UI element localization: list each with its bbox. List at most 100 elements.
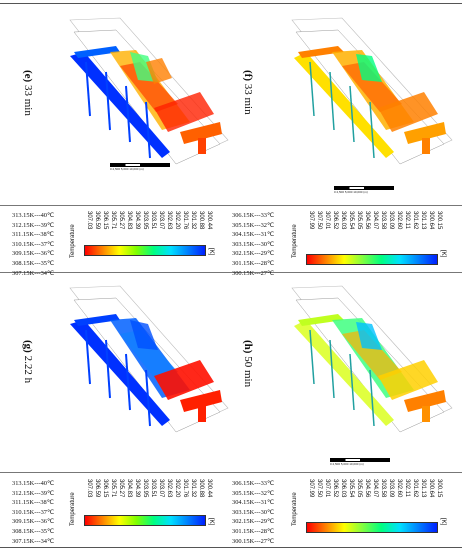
conversion-item: 311.15K---38℃ <box>12 231 54 239</box>
bottom-rule <box>0 547 462 548</box>
conversion-item: 302.15K---29℃ <box>232 250 275 258</box>
legend-tick: 301.13 <box>420 479 426 498</box>
legend-tick: 302.63 <box>166 479 172 498</box>
conversion-item: 304.15K---31℃ <box>232 231 275 239</box>
simulation-image-e <box>69 17 229 165</box>
legend-tick: 303.51 <box>150 479 156 498</box>
legend-tick: 300.88 <box>198 479 204 498</box>
legend-tick: 306.03 <box>340 211 346 230</box>
legend-tick: 307.99 <box>308 211 314 230</box>
row-divider-2 <box>0 272 462 273</box>
legend-colorbar <box>84 515 206 526</box>
legend-tick: 302.20 <box>174 211 180 230</box>
conversion-list-c: 313.15K---40℃ 312.15K---39℃ 311.15K---38… <box>12 479 54 546</box>
legend-tick: 307.99 <box>308 479 314 498</box>
legend-tick: 303.95 <box>142 479 148 498</box>
legend-tick: 304.39 <box>134 211 140 230</box>
conversion-item: 311.15K---38℃ <box>12 499 54 507</box>
legend-tick: 300.88 <box>198 211 204 230</box>
legend-tick: 304.07 <box>372 211 378 230</box>
conversion-list-d: 306.15K---33℃ 305.15K---32℃ 304.15K---31… <box>232 479 274 546</box>
legend-tick: 301.62 <box>412 211 418 230</box>
row-divider-3 <box>0 472 462 473</box>
legend-tick: 306.52 <box>332 211 338 230</box>
legend-colorbar <box>84 245 206 256</box>
conversion-item: 310.15K---37℃ <box>12 240 55 248</box>
panel-label-e: (e) 33 min <box>22 70 34 116</box>
legend-tick: 305.71 <box>110 211 116 230</box>
color-legend-h: Temperature 307.99 307.50 307.01 306.52 … <box>292 478 452 540</box>
legend-tick: 304.39 <box>134 479 140 498</box>
color-legend-g: Temperature 307.03 306.59 306.15 305.71 … <box>70 478 215 540</box>
scale-bar-f: 0 2,500 5,000 10,000 (m) <box>334 186 394 194</box>
legend-tick: 304.56 <box>364 211 370 230</box>
legend-tick: 303.58 <box>380 211 386 230</box>
legend-title: Temperature <box>70 492 76 526</box>
legend-colorbar <box>306 522 438 533</box>
legend-tick: 303.07 <box>158 479 164 498</box>
legend-unit: [K] <box>440 518 446 526</box>
row-divider-1 <box>0 205 462 206</box>
legend-tick: 300.44 <box>206 479 212 498</box>
legend-title: Temperature <box>292 492 298 526</box>
legend-tick: 301.76 <box>182 211 188 230</box>
conversion-item: 312.15K---39℃ <box>12 221 55 229</box>
legend-tick: 305.05 <box>356 479 362 498</box>
conversion-item: 303.15K---30℃ <box>232 240 275 248</box>
scale-bar-e: 0 2,500 5,000 10,000 (m) <box>110 163 170 171</box>
simulation-image-f <box>291 17 453 165</box>
legend-tick: 303.09 <box>388 479 394 498</box>
conversion-item: 301.15K---28℃ <box>232 527 275 535</box>
legend-tick: 301.13 <box>420 211 426 230</box>
legend-tick: 306.59 <box>94 211 100 230</box>
legend-tick: 304.83 <box>126 211 132 230</box>
legend-tick: 301.62 <box>412 479 418 498</box>
conversion-item: 309.15K---36℃ <box>12 250 55 258</box>
conversion-list-a: 313.15K---40℃ 312.15K---39℃ 311.15K---38… <box>12 211 54 278</box>
legend-tick: 303.95 <box>142 211 148 230</box>
legend-tick: 302.11 <box>404 479 410 497</box>
legend-tick: 302.60 <box>396 211 402 230</box>
conversion-item: 305.15K---32℃ <box>232 221 275 229</box>
legend-unit: [K] <box>208 248 214 256</box>
legend-tick: 300.64 <box>428 211 434 230</box>
simulation-image-h <box>291 285 453 433</box>
legend-tick: 307.03 <box>86 479 92 498</box>
legend-tick: 300.15 <box>436 479 442 498</box>
legend-tick: 306.15 <box>102 211 108 230</box>
legend-tick: 304.56 <box>364 479 370 498</box>
legend-tick: 301.32 <box>190 479 196 498</box>
panel-label-h: (h) 50 min <box>242 340 254 388</box>
legend-tick: 304.83 <box>126 479 132 498</box>
legend-title: Temperature <box>70 224 76 258</box>
legend-tick: 307.50 <box>316 479 322 498</box>
panel-label-f: (f) 33 min <box>242 70 254 115</box>
conversion-item: 302.15K---29℃ <box>232 518 275 526</box>
legend-colorbar <box>306 254 438 265</box>
conversion-item: 313.15K---40℃ <box>12 212 55 219</box>
legend-tick: 303.07 <box>158 211 164 230</box>
legend-tick: 304.07 <box>372 479 378 498</box>
legend-tick: 302.60 <box>396 479 402 498</box>
legend-tick: 301.32 <box>190 211 196 230</box>
conversion-item: 306.15K---33℃ <box>232 480 275 487</box>
legend-tick: 306.15 <box>102 479 108 498</box>
conversion-item: 304.15K---31℃ <box>232 499 275 507</box>
top-rule <box>0 3 462 4</box>
color-legend-e: Temperature 307.03 306.59 306.15 305.71 … <box>70 210 215 270</box>
legend-unit: [K] <box>440 250 446 258</box>
legend-tick: 307.01 <box>324 211 330 230</box>
conversion-item: 313.15K---40℃ <box>12 480 55 487</box>
legend-tick: 307.03 <box>86 211 92 230</box>
legend-title: Temperature <box>292 224 298 258</box>
legend-tick: 302.20 <box>174 479 180 498</box>
legend-tick: 307.50 <box>316 211 322 230</box>
legend-tick: 303.09 <box>388 211 394 230</box>
legend-tick: 305.54 <box>348 211 354 230</box>
conversion-item: 305.15K---32℃ <box>232 489 275 497</box>
legend-tick: 305.05 <box>356 211 362 230</box>
conversion-list-b: 306.15K---33℃ 305.15K---32℃ 304.15K---31… <box>232 211 274 278</box>
conversion-item: 312.15K---39℃ <box>12 489 55 497</box>
legend-tick: 300.44 <box>206 211 212 230</box>
conversion-item: 300.15K---27℃ <box>232 537 275 545</box>
